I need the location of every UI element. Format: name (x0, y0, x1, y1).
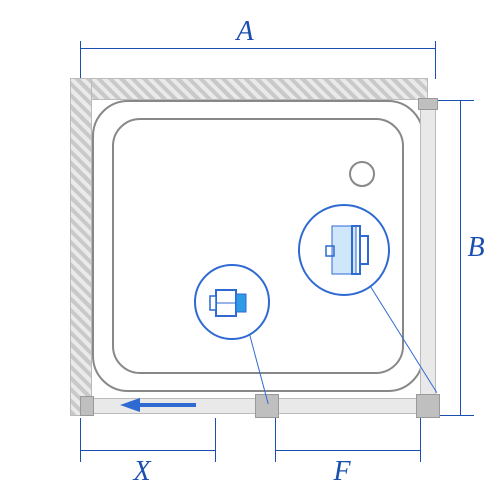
dimension-line-a (80, 48, 435, 49)
wall-left (70, 78, 92, 416)
dimension-tick-b-bot (438, 415, 474, 416)
track-bottom-end-left (80, 396, 94, 416)
dimension-tick-a-left (80, 41, 81, 79)
dimension-tick-x-left (80, 418, 81, 462)
dimension-tick-f-left (275, 418, 276, 462)
dimension-label-b: B (462, 232, 490, 264)
wall-top (70, 78, 428, 100)
dimension-label-a: A (231, 16, 259, 48)
dimension-line-x (80, 450, 215, 451)
handle-detail-icon (196, 266, 268, 338)
track-right (420, 100, 436, 414)
track-right-end-top (418, 98, 438, 110)
profile-detail-icon (300, 206, 388, 294)
callout-handle-ring (194, 264, 270, 340)
dimension-tick-a-right (435, 41, 436, 79)
dimension-line-b (460, 100, 461, 415)
drain-icon (349, 161, 375, 187)
track-bottom-end-right (416, 394, 440, 418)
dimension-tick-b-top (438, 100, 474, 101)
dimension-label-f: F (328, 456, 356, 488)
dimension-label-x: X (128, 456, 156, 488)
dimension-tick-f-right (420, 418, 421, 462)
dimension-tick-x-right (215, 418, 216, 462)
dimension-line-f (275, 450, 420, 451)
open-direction-arrow-icon (120, 398, 200, 412)
callout-profile-ring (298, 204, 390, 296)
